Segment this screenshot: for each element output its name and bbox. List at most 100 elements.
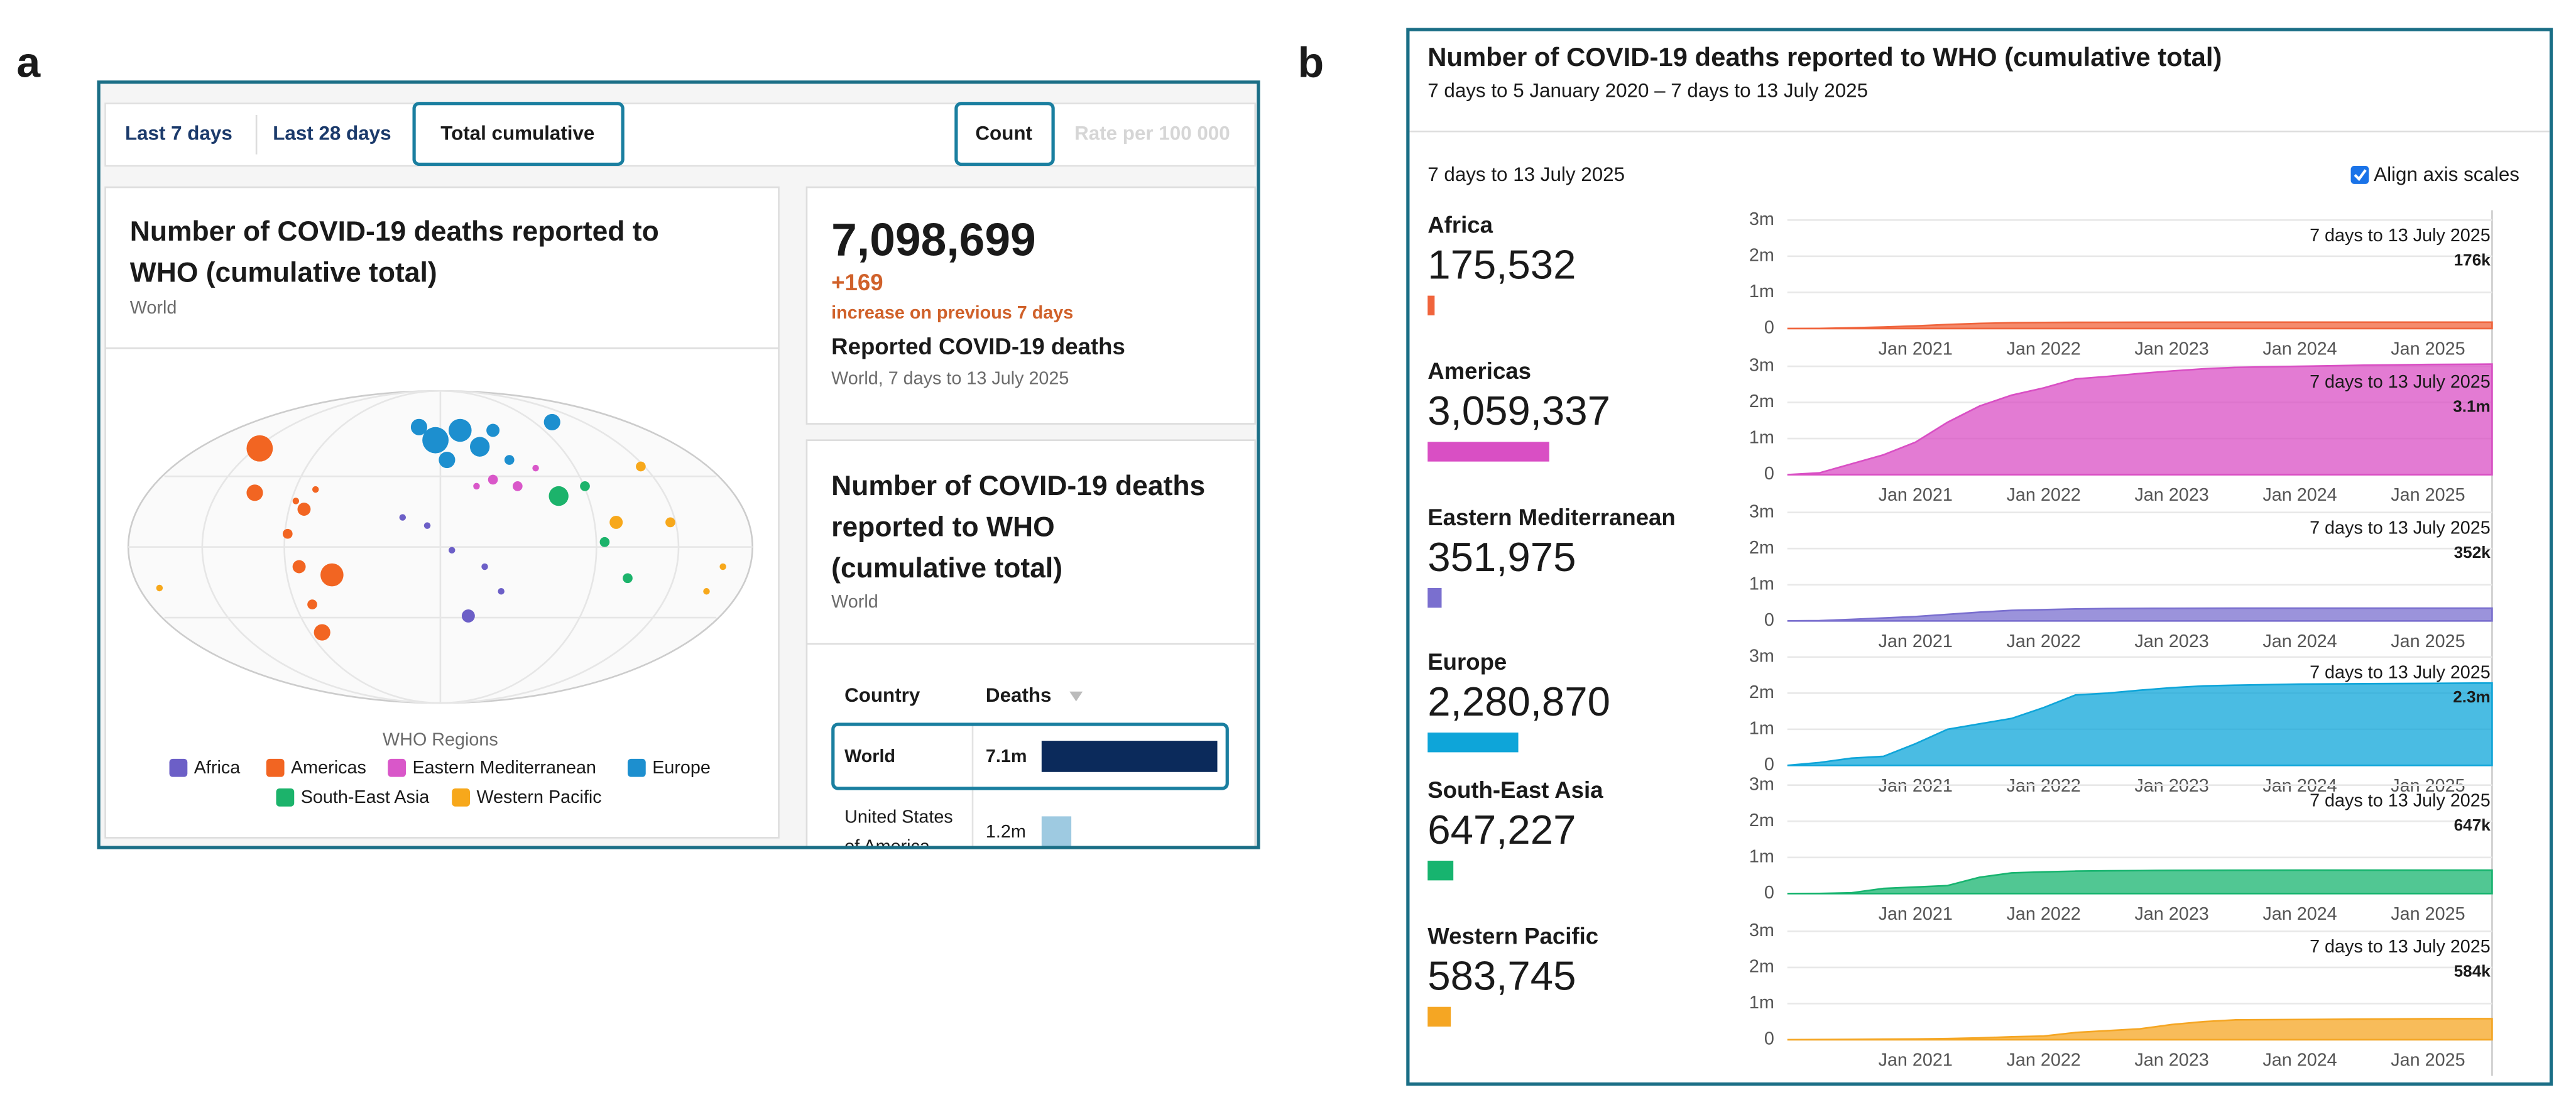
y-tick-label: 0 bbox=[1764, 883, 1774, 903]
y-tick-label: 2m bbox=[1749, 391, 1774, 412]
region-bar bbox=[1427, 587, 1442, 608]
tab-active[interactable] bbox=[412, 102, 625, 166]
deaths-bar bbox=[1041, 741, 1218, 772]
panel-label: b bbox=[1298, 39, 1324, 87]
tab[interactable]: Last 7 days bbox=[125, 123, 232, 144]
legend-label: South-East Asia bbox=[301, 787, 430, 807]
area bbox=[1787, 321, 2493, 330]
x-tick-label: Jan 2021 bbox=[1879, 631, 1953, 651]
x-tick-label: Jan 2022 bbox=[2007, 485, 2081, 505]
y-tick-label: 2m bbox=[1749, 538, 1774, 558]
x-tick-label: Jan 2024 bbox=[2262, 485, 2337, 505]
y-tick-label: 3m bbox=[1749, 209, 1774, 229]
x-tick-label: Jan 2023 bbox=[2134, 904, 2208, 924]
map-dots bbox=[473, 464, 539, 491]
date: 7 days to 13 July 2025 bbox=[1427, 163, 1625, 185]
stats-note: World, 7 days to 13 July 2025 bbox=[831, 369, 1069, 389]
measure[interactable]: Rate per 100 000 bbox=[1074, 123, 1230, 144]
panel-a: Last 7 days Last 28 days Total cumulativ… bbox=[99, 82, 1258, 848]
stats-label: Reported COVID-19 deaths bbox=[831, 334, 1125, 359]
measure[interactable]: Count bbox=[975, 123, 1032, 144]
x-tick-label: Jan 2025 bbox=[2391, 485, 2465, 505]
checkbox[interactable] bbox=[2350, 166, 2369, 184]
map-dots bbox=[548, 481, 633, 584]
legend-label: Americas bbox=[291, 758, 366, 778]
card-title: (cumulative total) bbox=[831, 553, 1062, 584]
region-bar bbox=[1427, 733, 1519, 753]
annotation: 7 days to 13 July 2025 bbox=[2310, 663, 2491, 683]
checkbox-label[interactable]: Align axis scales bbox=[2374, 163, 2519, 185]
table-card bbox=[805, 439, 1257, 848]
y-tick-label: 1m bbox=[1749, 574, 1774, 594]
y-tick-label: 1m bbox=[1749, 718, 1774, 738]
map-dots bbox=[156, 461, 726, 595]
y-tick-label: 0 bbox=[1764, 464, 1774, 484]
tab-bar bbox=[104, 102, 1257, 167]
x-tick-label: Jan 2023 bbox=[2134, 1050, 2208, 1071]
column-header[interactable]: Country bbox=[844, 684, 920, 706]
row-selected[interactable] bbox=[831, 722, 1229, 790]
region-bar bbox=[1427, 442, 1549, 462]
y-tick-label: 0 bbox=[1764, 755, 1774, 775]
y-tick-label: 2m bbox=[1749, 810, 1774, 831]
region-name: Western Pacific bbox=[1427, 924, 1598, 949]
legend-title: WHO Regions bbox=[383, 730, 498, 750]
annotation: 7 days to 13 July 2025 bbox=[2310, 937, 2491, 957]
country: World bbox=[844, 746, 895, 766]
map-dots bbox=[399, 514, 505, 623]
value-label: 584k bbox=[2454, 962, 2491, 981]
x-tick-label: Jan 2023 bbox=[2134, 339, 2208, 359]
y-tick-label: 2m bbox=[1749, 245, 1774, 265]
x-tick-label: Jan 2024 bbox=[2262, 904, 2337, 924]
tab[interactable]: Total cumulative bbox=[440, 123, 594, 144]
legend-swatch bbox=[276, 788, 295, 807]
legend-label: Europe bbox=[652, 758, 711, 778]
x-tick-label: Jan 2024 bbox=[2262, 631, 2337, 651]
legend-swatch bbox=[627, 758, 646, 777]
region-name: Eastern Mediterranean bbox=[1427, 504, 1676, 530]
area bbox=[1787, 1018, 2493, 1041]
region-bar bbox=[1427, 860, 1454, 881]
legend-swatch bbox=[266, 758, 285, 777]
legend-label: Western Pacific bbox=[476, 787, 601, 807]
panel-b: Number of COVID-19 deaths reported to WH… bbox=[1406, 28, 2553, 1086]
legend-swatch bbox=[388, 758, 407, 777]
country: United States bbox=[844, 807, 953, 827]
measure-active[interactable] bbox=[954, 102, 1055, 166]
sort-icon[interactable] bbox=[1069, 691, 1083, 702]
value-label: 352k bbox=[2454, 543, 2491, 562]
legend-swatch bbox=[452, 788, 470, 807]
region-bar bbox=[1427, 295, 1435, 315]
y-tick-label: 0 bbox=[1764, 1029, 1774, 1049]
y-tick-label: 3m bbox=[1749, 920, 1774, 940]
area bbox=[1787, 363, 2493, 476]
tab[interactable]: Last 28 days bbox=[273, 123, 391, 144]
value-label: 2.3m bbox=[2453, 687, 2491, 706]
legend-swatch bbox=[169, 758, 188, 777]
region-name: Europe bbox=[1427, 649, 1507, 675]
table-rows: World 7.1m United States of America 1.2m bbox=[844, 741, 1218, 848]
value-label: 647k bbox=[2454, 815, 2491, 834]
y-tick-label: 3m bbox=[1749, 501, 1774, 521]
x-tick-label: Jan 2023 bbox=[2134, 631, 2208, 651]
x-tick-label: Jan 2022 bbox=[2007, 631, 2081, 651]
value-label: 176k bbox=[2454, 251, 2491, 270]
area bbox=[1787, 869, 2493, 895]
change-note: increase on previous 7 days bbox=[831, 303, 1073, 323]
y-tick-label: 3m bbox=[1749, 774, 1774, 794]
panel-subtitle: 7 days to 5 January 2020 – 7 days to 13 … bbox=[1427, 80, 1868, 102]
panel-title: Number of COVID-19 deaths reported to WH… bbox=[1427, 42, 2222, 72]
y-tick-label: 0 bbox=[1764, 317, 1774, 337]
y-tick-label: 3m bbox=[1749, 646, 1774, 666]
region-bar bbox=[1427, 1006, 1451, 1027]
panel-label: a bbox=[16, 39, 41, 87]
map-dots bbox=[410, 413, 560, 469]
legend-label: Africa bbox=[194, 758, 241, 778]
x-tick-label: Jan 2025 bbox=[2391, 339, 2465, 359]
legend: Africa Americas Eastern Mediterranean Europ… bbox=[169, 758, 711, 807]
column-header[interactable]: Deaths bbox=[986, 684, 1052, 706]
card-subtitle: World bbox=[831, 592, 878, 612]
card-subtitle: World bbox=[130, 298, 177, 318]
x-tick-label: Jan 2022 bbox=[2007, 339, 2081, 359]
